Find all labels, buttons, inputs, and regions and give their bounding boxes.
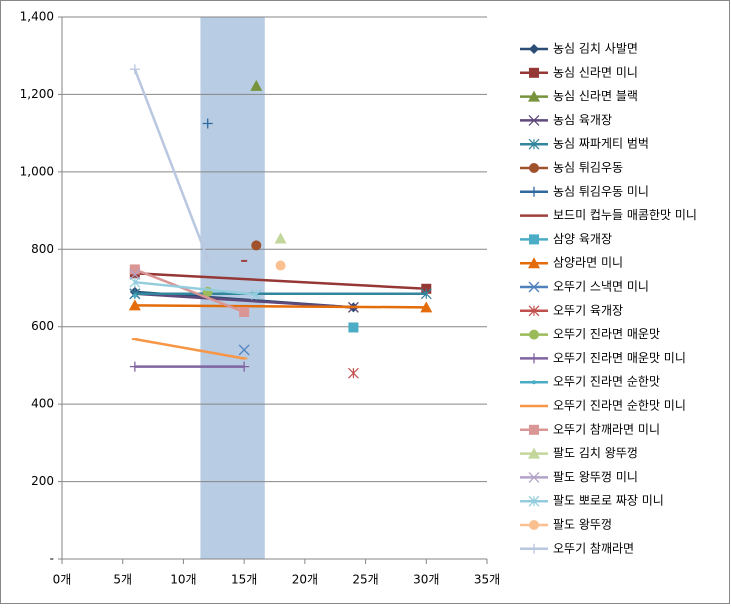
legend-label: 농심 육개장 (553, 113, 612, 127)
marker (420, 301, 433, 313)
legend-label: 농심 짜파게티 범벅 (553, 137, 649, 151)
marker (129, 276, 141, 288)
x-tick-label: 0개 (53, 573, 72, 587)
legend-label: 팔도 왕뚜껑 (553, 518, 612, 532)
legend-label: 팔도 뽀로로 짜장 미니 (553, 494, 664, 508)
legend-label: 오뚜기 참깨라면 미니 (553, 422, 660, 436)
marker (348, 367, 359, 379)
series-line (134, 272, 427, 291)
legend-label: 오뚜기 스낵면 미니 (553, 280, 649, 294)
series-line (133, 68, 209, 260)
y-tick-label: 800 (31, 242, 54, 256)
legend-marker (529, 353, 539, 364)
legend-label: 삼양라면 미니 (553, 256, 623, 270)
x-tick-label: 35개 (474, 573, 500, 587)
series-line (134, 337, 245, 360)
legend-marker (528, 495, 540, 507)
legend-label: 농심 신라면 블랙 (553, 89, 638, 103)
legend-label: 오뚜기 진라면 매운맛 (553, 327, 660, 341)
marker (202, 118, 213, 129)
legend-label: 농심 튀김우동 (553, 161, 623, 175)
marker (348, 322, 359, 333)
marker (132, 293, 137, 298)
legend-marker (528, 114, 540, 126)
x-tick-label: 30개 (413, 573, 439, 587)
marker (129, 268, 141, 280)
legend-marker (528, 90, 540, 102)
legend-marker (529, 67, 539, 78)
y-tick-label: 200 (31, 474, 54, 488)
marker (129, 264, 140, 275)
legend-label: 농심 김치 사발면 (553, 42, 638, 56)
marker (239, 361, 250, 372)
legend-marker (529, 234, 539, 245)
y-tick-label: - (50, 552, 54, 566)
marker (129, 64, 140, 75)
legend-label: 오뚜기 육개장 (553, 303, 623, 317)
legend-label: 농심 튀김우동 미니 (553, 184, 649, 198)
marker (251, 240, 262, 251)
marker (421, 283, 432, 294)
y-tick-label: 1,400 (20, 10, 54, 24)
legend-marker (529, 44, 539, 54)
series-line (134, 280, 257, 296)
legend-marker (529, 543, 539, 554)
legend-marker (532, 380, 536, 385)
marker (275, 260, 286, 271)
y-tick-label: 1,200 (20, 87, 54, 101)
legend-label: 오뚜기 참깨라면 (553, 541, 634, 555)
marker (274, 232, 287, 244)
legend-label: 보드미 컵누들 매콤한맛 미니 (553, 208, 697, 222)
legend-marker (529, 163, 539, 173)
legend-label: 팔도 김치 왕뚜껑 (553, 446, 638, 460)
marker (238, 344, 250, 356)
highlight-band (200, 17, 265, 559)
marker (250, 289, 262, 301)
legend-marker (529, 424, 539, 435)
x-tick-label: 5개 (113, 573, 132, 587)
y-tick-label: 400 (31, 397, 54, 411)
legend-label: 오뚜기 진라면 매운맛 미니 (553, 351, 686, 365)
legend-marker (529, 186, 539, 197)
legend-marker (529, 520, 539, 530)
legend-marker (528, 305, 540, 317)
legend-marker (529, 329, 539, 340)
x-tick-label: 15개 (231, 573, 257, 587)
series-line (134, 304, 427, 309)
legend-label: 농심 신라면 미니 (553, 65, 638, 79)
x-tick-label: 10개 (170, 573, 196, 587)
marker (420, 288, 432, 300)
legend-label: 오뚜기 진라면 순한맛 미니 (553, 399, 686, 413)
marker (239, 307, 250, 318)
marker (250, 79, 263, 91)
y-tick-label: 600 (31, 319, 54, 333)
marker (128, 299, 141, 311)
y-tick-label: 1,000 (20, 164, 54, 178)
legend-marker (528, 138, 540, 150)
legend-marker (528, 281, 540, 293)
legend-marker (528, 447, 540, 459)
marker (202, 253, 213, 264)
x-tick-label: 20개 (292, 573, 318, 587)
marker (129, 361, 140, 372)
series-line (134, 292, 354, 309)
series-line (134, 268, 245, 314)
legend-label: 오뚜기 진라면 순한맛 (553, 375, 660, 389)
legend-label: 삼양 육개장 (553, 232, 612, 246)
legend-marker (528, 471, 540, 483)
legend-label: 팔도 왕뚜껑 미니 (553, 470, 638, 484)
legend-marker (528, 257, 540, 269)
x-tick-label: 25개 (352, 573, 378, 587)
